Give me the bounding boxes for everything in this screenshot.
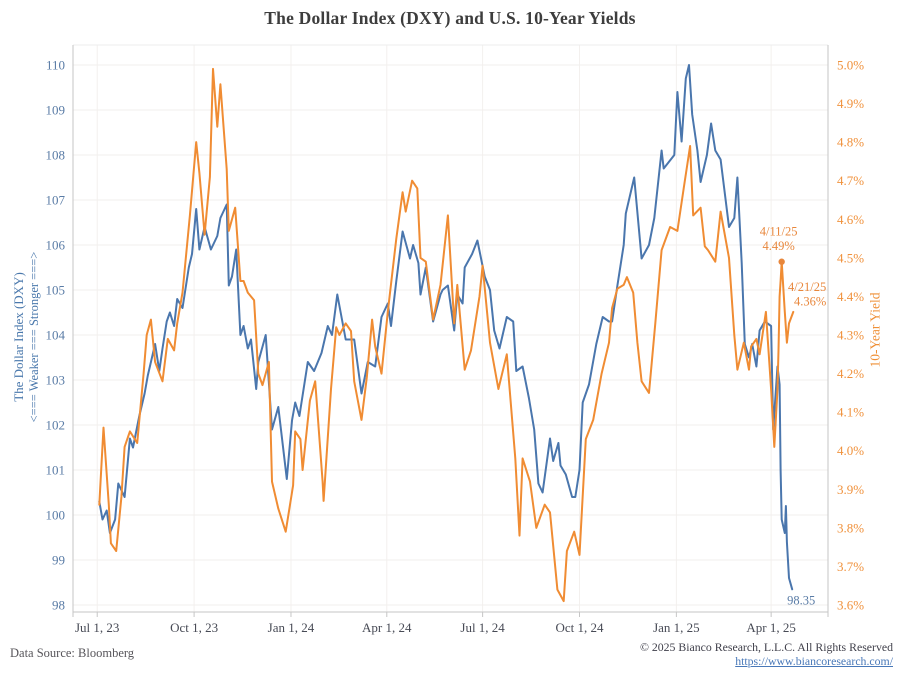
left-tick-label: 108 [46,148,66,163]
x-tick-label: Jul 1, 24 [460,620,505,635]
x-tick-label: Oct 1, 24 [555,620,604,635]
series-line-10-year-yield [98,67,795,603]
right-tick-label: 5.0% [837,58,864,73]
right-tick-label: 4.5% [837,250,864,265]
right-tick-label: 4.6% [837,212,864,227]
left-tick-label: 99 [52,553,65,568]
x-tick-label: Apr 1, 25 [746,620,795,635]
x-tick-label: Jan 1, 24 [268,620,315,635]
right-tick-label: 4.8% [837,135,864,150]
right-tick-label: 4.0% [837,443,864,458]
yield-high-annotation-label: 4/11/25 [760,225,798,239]
biancoresearch-link[interactable]: https://www.biancoresearch.com/ [735,653,893,668]
yield-end-annotation-label: 4/21/25 [788,280,826,294]
left-tick-label: 110 [46,58,65,73]
chart-title: The Dollar Index (DXY) and U.S. 10-Year … [264,8,636,28]
footer-credit: © 2025 Bianco Research, L.L.C. All Right… [639,640,893,669]
left-tick-label: 105 [46,283,66,298]
x-tick-label: Jul 1, 23 [75,620,119,635]
right-tick-label: 3.8% [837,520,864,535]
right-tick-label: 4.2% [837,366,864,381]
right-tick-label: 3.7% [837,559,864,574]
dxy-end-annotation-label: 98.35 [787,593,815,607]
x-tick-label: Jan 1, 25 [653,620,700,635]
x-tick-label: Apr 1, 24 [362,620,412,635]
yield-high-annotation-marker [778,258,785,265]
left-tick-label: 100 [46,508,66,523]
right-tick-label: 4.3% [837,328,864,343]
right-tick-label: 4.9% [837,96,864,111]
left-tick-label: 102 [46,418,66,433]
left-tick-label: 106 [46,238,66,253]
copyright-text: © 2025 Bianco Research, L.L.C. All Right… [639,640,893,654]
yield-end-annotation-label: 4.36% [794,294,826,308]
yield-high-annotation-label: 4.49% [763,239,795,253]
data-source-note: Data Source: Bloomberg [10,646,135,660]
left-tick-label: 107 [46,193,66,208]
x-tick-label: Oct 1, 23 [170,620,218,635]
left-tick-label: 109 [46,103,66,118]
left-tick-label: 101 [46,463,66,478]
right-tick-label: 3.9% [837,482,864,497]
series-line-dxy [98,64,794,591]
right-tick-label: 4.7% [837,173,864,188]
right-tick-label: 4.4% [837,289,864,304]
left-tick-label: 104 [46,328,66,343]
right-tick-label: 3.6% [837,598,864,613]
left-tick-label: 98 [52,598,65,613]
right-tick-label: 4.1% [837,405,864,420]
left-tick-label: 103 [46,373,66,388]
